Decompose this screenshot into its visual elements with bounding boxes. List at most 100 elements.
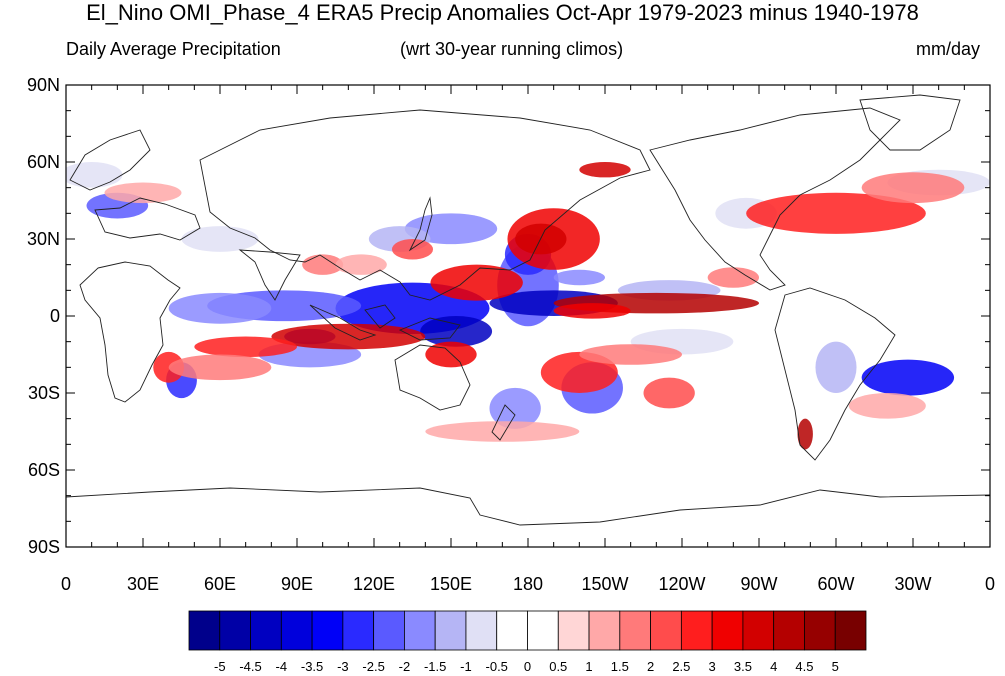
lon-tick-label: 90W bbox=[740, 574, 777, 594]
colorbar-swatch bbox=[680, 610, 713, 651]
colorbar-swatch bbox=[619, 610, 651, 651]
anomaly-patch-34 bbox=[746, 192, 926, 234]
anomaly-patch-16 bbox=[66, 162, 123, 188]
coastline-australia bbox=[394, 344, 471, 411]
colorbar-label: 4 bbox=[770, 659, 777, 674]
anomaly-patch-42 bbox=[579, 344, 683, 365]
lon-tick-label: 60E bbox=[204, 574, 236, 594]
lat-tick-label: 30S bbox=[28, 383, 60, 403]
coastline-indonesia bbox=[309, 304, 461, 341]
lat-tick-label: 60S bbox=[28, 460, 60, 480]
lat-tick-label: 30N bbox=[27, 229, 60, 249]
colorbar-label: 4.5 bbox=[795, 659, 813, 674]
anomaly-patch-33 bbox=[643, 377, 695, 409]
colorbar-swatch bbox=[250, 610, 282, 651]
colorbar-swatch bbox=[373, 610, 405, 651]
coastline-africa bbox=[79, 261, 181, 403]
units-subtitle: mm/day bbox=[916, 39, 981, 59]
colorbar-label: -4.5 bbox=[239, 659, 261, 674]
anomaly-patch-45 bbox=[848, 393, 926, 419]
lon-tick-label: 120W bbox=[658, 574, 705, 594]
colorbar-label: 0 bbox=[524, 659, 531, 674]
variable-subtitle: Daily Average Precipitation bbox=[66, 39, 281, 59]
colorbar: -5 -4.5 -4 -3.5 -3 -2.5 -2 -1.5 -1 -0.5 0 0.5 1 1.5 2 2… bbox=[188, 610, 867, 674]
colorbar-swatch bbox=[711, 610, 744, 651]
lon-tick-label: 150W bbox=[581, 574, 628, 594]
anomaly-patch-29 bbox=[194, 336, 297, 358]
anomaly-patch-37 bbox=[797, 418, 813, 450]
lon-tick-label: 120E bbox=[353, 574, 395, 594]
anomaly-patch-28 bbox=[271, 323, 426, 350]
colorbar-label: -0.5 bbox=[486, 659, 508, 674]
coastlines bbox=[66, 94, 990, 526]
colorbar-label: -3.5 bbox=[301, 659, 323, 674]
colorbar-swatch bbox=[557, 610, 590, 651]
lon-tick-label: 60W bbox=[817, 574, 854, 594]
anomaly-patch-46 bbox=[707, 267, 759, 288]
colorbar-swatch bbox=[404, 610, 436, 651]
lon-tick-label: 180 bbox=[513, 574, 543, 594]
lon-tick-label: 150E bbox=[430, 574, 472, 594]
anomaly-patch-47 bbox=[335, 254, 387, 275]
anomaly-patch-36 bbox=[579, 162, 631, 178]
lon-tick-label: 90E bbox=[281, 574, 313, 594]
anomaly-patch-39 bbox=[391, 239, 434, 260]
anomaly-patch-9 bbox=[861, 359, 955, 396]
coastline-north-america bbox=[649, 107, 901, 291]
anomaly-patch-18 bbox=[181, 226, 259, 252]
anomaly-patch-3 bbox=[168, 292, 272, 324]
colorbar-swatch bbox=[311, 610, 344, 651]
colorbar-label: -1 bbox=[460, 659, 472, 674]
anomaly-patch-22 bbox=[553, 269, 605, 286]
colorbar-label: 0.5 bbox=[549, 659, 567, 674]
coastline-asia bbox=[199, 109, 651, 301]
colorbar-swatch bbox=[773, 610, 805, 651]
map-title: El_Nino OMI_Phase_4 ERA5 Precip Anomalie… bbox=[86, 0, 919, 25]
colorbar-label: 2.5 bbox=[672, 659, 690, 674]
colorbar-swatch bbox=[496, 610, 528, 651]
colorbar-swatch bbox=[434, 610, 467, 651]
lat-tick-label: 90N bbox=[27, 75, 60, 95]
anomaly-patch-41 bbox=[168, 354, 272, 381]
lon-tick-label: 30W bbox=[894, 574, 931, 594]
colorbar-swatch bbox=[742, 610, 775, 651]
lon-tick-label: 30E bbox=[127, 574, 159, 594]
colorbar-label: 1 bbox=[585, 659, 592, 674]
colorbar-swatch bbox=[342, 610, 375, 651]
coastline-greenland bbox=[859, 94, 961, 151]
colorbar-label: 3 bbox=[709, 659, 716, 674]
coastline-india bbox=[238, 249, 301, 301]
anomaly-patch-35 bbox=[861, 172, 965, 204]
latitude-ticks: 90N 60N 30N 0 30S 60S 90S bbox=[27, 75, 990, 557]
anomaly-patch-44 bbox=[425, 421, 580, 442]
colorbar-label: -5 bbox=[214, 659, 226, 674]
coastline-south-america bbox=[774, 287, 896, 461]
coastline-new-zealand bbox=[491, 404, 516, 441]
colorbar-label: -4 bbox=[276, 659, 288, 674]
colorbar-label: 5 bbox=[832, 659, 839, 674]
colorbar-swatch bbox=[527, 610, 559, 651]
anomaly-patch-11 bbox=[489, 387, 541, 429]
anomaly-patch-17 bbox=[815, 341, 857, 394]
colorbar-label: -3 bbox=[337, 659, 349, 674]
climatology-subtitle: (wrt 30-year running climos) bbox=[400, 39, 624, 59]
coastline-scandinavia bbox=[69, 129, 151, 191]
lat-tick-label: 60N bbox=[27, 152, 60, 172]
colorbar-label: 3.5 bbox=[734, 659, 752, 674]
lon-tick-label: 0 bbox=[61, 574, 71, 594]
anomaly-patch-43 bbox=[104, 182, 182, 204]
anomaly-patch-40 bbox=[302, 254, 344, 275]
colorbar-swatch bbox=[465, 610, 498, 651]
colorbar-swatch bbox=[834, 610, 867, 651]
colorbar-swatch bbox=[804, 610, 836, 651]
lat-tick-label: 90S bbox=[28, 537, 60, 557]
coastline-antarctica bbox=[66, 487, 990, 526]
coastline-japan bbox=[408, 196, 433, 252]
colorbar-swatch bbox=[650, 610, 682, 651]
colorbar-label: -2 bbox=[399, 659, 411, 674]
colorbar-label: -2.5 bbox=[362, 659, 384, 674]
lat-tick-label: 0 bbox=[50, 306, 60, 326]
longitude-ticks: 0 30E 60E 90E 120E 150E 180 150W 120W 90W 60W 30W 0 bbox=[61, 85, 995, 594]
coastline-europe bbox=[94, 197, 201, 241]
colorbar-swatch bbox=[188, 610, 221, 651]
